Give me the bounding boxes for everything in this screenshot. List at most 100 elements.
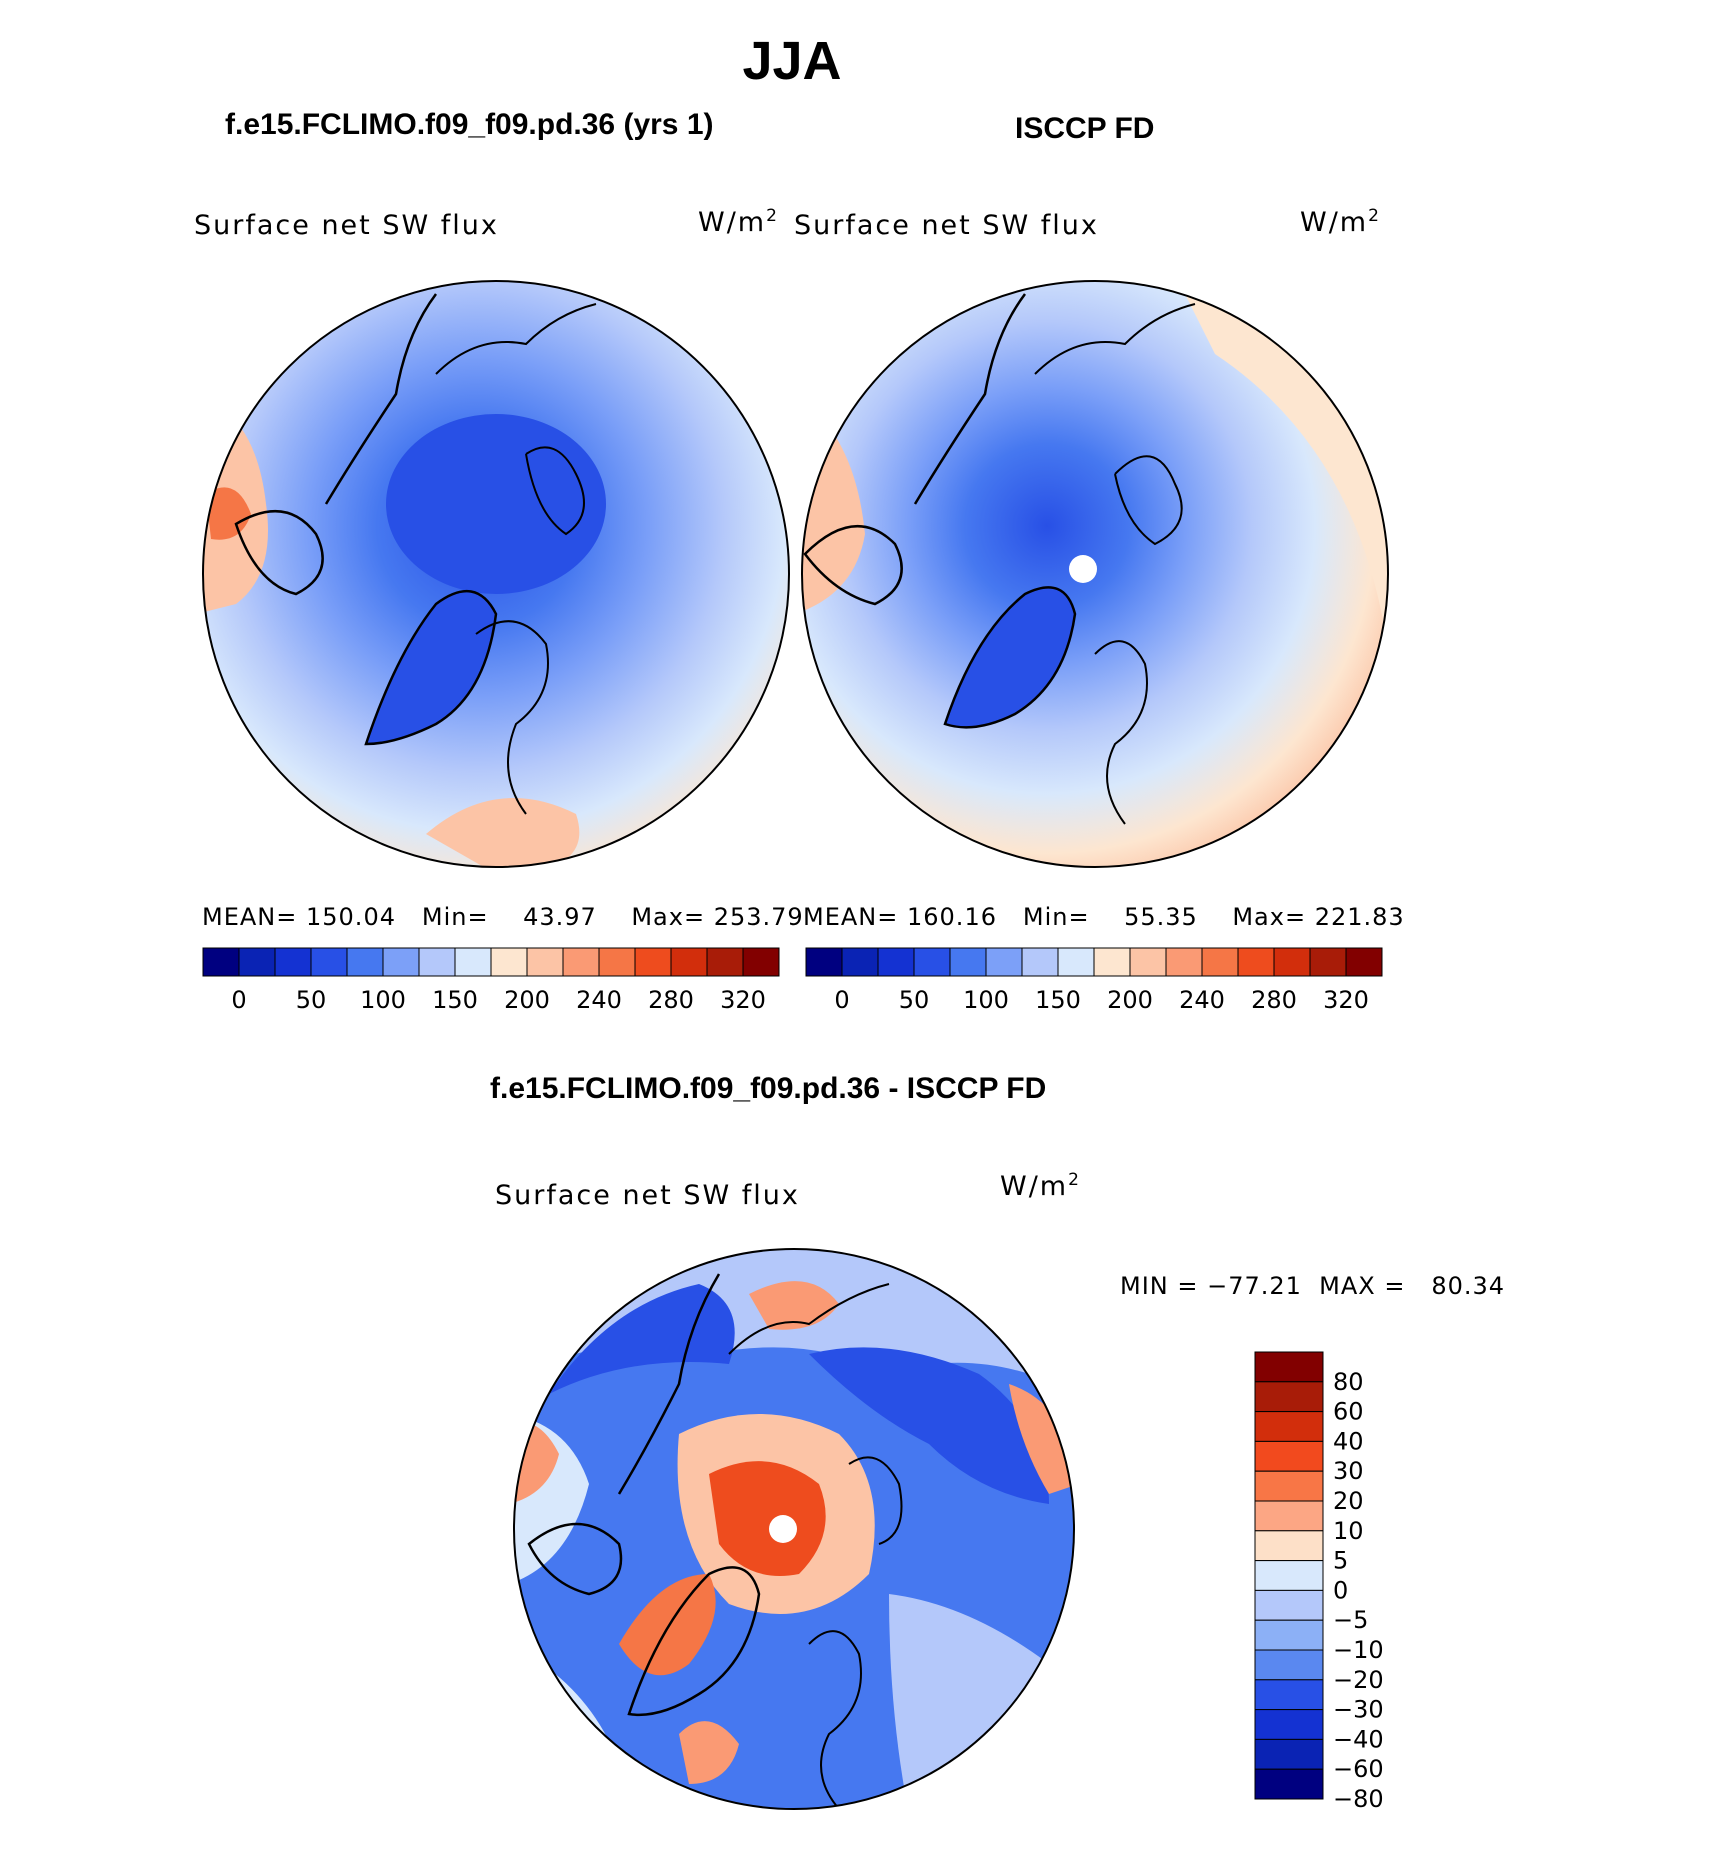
- model-colorbar-swatch: [310, 947, 348, 977]
- model-colorbar-swatch: [670, 947, 708, 977]
- model-units-label: W/m2: [698, 206, 779, 238]
- model-colorbar-swatch: [562, 947, 600, 977]
- model-map: [202, 280, 790, 868]
- obs-map-coastline-4: [1034, 303, 1196, 375]
- model-colorbar-swatch: [238, 947, 276, 977]
- obs-min-label: Min=: [1022, 903, 1090, 931]
- obs-colorbar-label: 0: [834, 986, 849, 1014]
- obs-max-label: Max=: [1232, 903, 1307, 931]
- model-colorbar-label: 50: [296, 986, 327, 1014]
- diff-colorbar-swatch: [1254, 1560, 1324, 1591]
- obs-colorbar-swatch: [1201, 947, 1239, 977]
- diff-minmax: MIN = −77.21 MAX = 80.34: [1120, 1272, 1506, 1300]
- obs-colorbar-label: 100: [963, 986, 1009, 1014]
- diff-colorbar-swatch: [1254, 1649, 1324, 1681]
- obs-colorbar-label: 240: [1179, 986, 1225, 1014]
- diff-map-warm-region-3: [1009, 1384, 1074, 1494]
- diff-colorbar-label: 10: [1333, 1517, 1364, 1545]
- diff-colorbar-swatch: [1254, 1589, 1324, 1621]
- model-colorbar-swatch: [418, 947, 456, 977]
- model-map-coastline-3: [324, 293, 438, 505]
- model-colorbar-label: 150: [432, 986, 478, 1014]
- obs-mean-value: 160.16: [907, 903, 997, 931]
- obs-stats: MEAN= 160.16 Min= 55.35 Max= 221.83: [803, 903, 1405, 931]
- diff-colorbar-label: −20: [1333, 1666, 1384, 1694]
- model-map-coastline-2: [364, 589, 498, 746]
- obs-colorbar-swatch: [805, 947, 843, 977]
- model-panel-title: f.e15.FCLIMO.f09_f09.pd.36 (yrs 1): [225, 108, 714, 141]
- diff-colorbar-swatch: [1254, 1530, 1324, 1562]
- diff-colorbar-label: −80: [1333, 1785, 1384, 1813]
- model-map-warm-region-south: [426, 798, 580, 867]
- diff-colorbar-swatch: [1254, 1500, 1324, 1532]
- model-colorbar-swatch: [202, 947, 240, 977]
- diff-colorbar-label: 5: [1333, 1547, 1348, 1575]
- model-colorbar-swatch: [454, 947, 492, 977]
- diff-colorbar-swatch: [1254, 1351, 1324, 1383]
- obs-colorbar-swatch: [1093, 947, 1131, 977]
- model-colorbar-label: 280: [648, 986, 694, 1014]
- obs-colorbar-swatch: [949, 947, 987, 977]
- obs-colorbar-label: 50: [899, 986, 930, 1014]
- model-colorbar-label: 100: [360, 986, 406, 1014]
- diff-units-label: W/m2: [1000, 1170, 1081, 1202]
- model-stats: MEAN= 150.04 Min= 43.97 Max= 253.79: [202, 903, 804, 931]
- diff-colorbar-label: −30: [1333, 1696, 1384, 1724]
- model-map-coastline-1: [234, 509, 324, 596]
- obs-colorbar-swatch: [1237, 947, 1275, 977]
- obs-colorbar-label: 320: [1323, 986, 1369, 1014]
- diff-colorbar-swatch: [1254, 1411, 1324, 1442]
- obs-map-greenland: [945, 587, 1075, 728]
- obs-max-value: 221.83: [1314, 903, 1405, 931]
- diff-colorbar-label: −10: [1333, 1636, 1384, 1664]
- diff-colorbar-label: 20: [1333, 1487, 1364, 1515]
- model-colorbar-label: 320: [720, 986, 766, 1014]
- obs-colorbar-label: 280: [1251, 986, 1297, 1014]
- obs-colorbar: 0 50 100 150 200 240 280 320: [805, 947, 1383, 1014]
- diff-map-coastline-4: [728, 1283, 890, 1355]
- diff-map-coastline-3: [617, 1273, 721, 1495]
- model-colorbar-swatch: [274, 947, 312, 977]
- diff-map-warm-region-5: [619, 1574, 716, 1676]
- diff-panel-title: f.e15.FCLIMO.f09_f09.pd.36 - ISCCP FD: [490, 1072, 1047, 1105]
- diff-colorbar-swatch: [1254, 1440, 1324, 1472]
- diff-colorbar-label: 80: [1333, 1368, 1364, 1396]
- obs-colorbar-swatch: [1345, 947, 1383, 977]
- obs-colorbar-swatch: [1273, 947, 1311, 977]
- diff-colorbar-swatch: [1254, 1381, 1324, 1413]
- model-map-coastline-5: [475, 620, 549, 815]
- obs-map: [801, 280, 1389, 868]
- diff-colorbar-swatch: [1254, 1470, 1324, 1502]
- diff-colorbar-swatch: [1254, 1738, 1324, 1770]
- diff-colorbar-swatch: [1254, 1619, 1324, 1651]
- diff-colorbar-swatch: [1254, 1709, 1324, 1740]
- diff-colorbar-swatch: [1254, 1679, 1324, 1711]
- diff-colorbar-label: 40: [1333, 1427, 1364, 1455]
- obs-map-coastline-6: [1094, 640, 1148, 825]
- model-mean-label: MEAN=: [202, 903, 298, 931]
- diff-map-coastline-5: [848, 1456, 903, 1545]
- obs-colorbar-label: 150: [1035, 986, 1081, 1014]
- model-map-boundary: [202, 280, 790, 868]
- diff-colorbar-label: −5: [1333, 1606, 1368, 1634]
- obs-colorbar-swatch: [1021, 947, 1059, 977]
- model-map-arctic-core: [386, 414, 606, 594]
- model-map-coastline-6: [435, 303, 597, 375]
- model-colorbar-swatch: [598, 947, 636, 977]
- model-colorbar-swatch: [634, 947, 672, 977]
- model-colorbar: 0 50 100 150 200 240 280 320: [202, 947, 780, 1014]
- obs-map-pole-hole: [1069, 555, 1097, 583]
- obs-colorbar-swatch: [913, 947, 951, 977]
- model-colorbar-label: 200: [504, 986, 550, 1014]
- obs-colorbar-swatch: [1057, 947, 1095, 977]
- diff-map-pole-hole: [769, 1515, 797, 1543]
- diff-map-warm-region-6: [679, 1721, 739, 1784]
- obs-colorbar-swatch: [877, 947, 915, 977]
- diff-colorbar-label: 60: [1333, 1398, 1364, 1426]
- page-title: JJA: [742, 31, 842, 91]
- model-colorbar-swatch: [706, 947, 744, 977]
- model-min-value: 43.97: [523, 903, 597, 931]
- model-map-greenland: [366, 591, 496, 744]
- diff-map: [513, 1248, 1075, 1810]
